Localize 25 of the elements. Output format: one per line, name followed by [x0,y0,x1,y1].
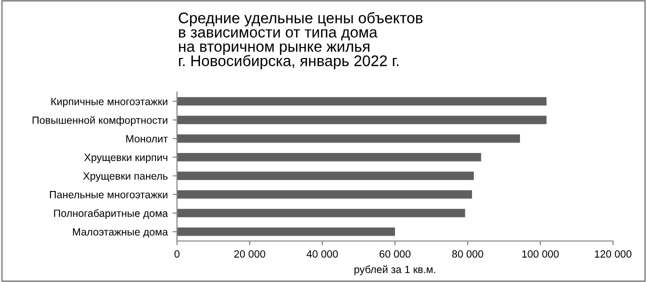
bar [177,208,466,218]
x-tick-label: 80 000 [452,250,484,258]
x-tick-label: 0 [174,250,180,258]
bar [177,134,520,143]
y-tick-label: Малоэтажные дома [73,228,168,238]
x-axis-title: рублей за 1 кв.м. [354,265,436,276]
x-tick-label: 20 000 [234,250,266,258]
bar [177,190,472,199]
y-tick-label: Хрущевки кирпич [84,154,168,164]
x-tick-label: 40 000 [306,250,338,258]
bar [177,97,547,106]
y-tick-label: Кирпичные многоэтажки [51,98,168,108]
y-tick-label: Монолит [126,135,168,142]
x-tick-label: 100 000 [522,250,559,258]
bar [177,227,395,236]
y-tick-label: Хрущевки панель [83,172,168,182]
x-tick-label: 120 000 [594,250,632,258]
bar [177,116,547,124]
x-tick-label: 60 000 [380,250,411,258]
y-tick-label: Полногабаритные дома [54,209,168,220]
y-tick-label: Повышенной комфортности [32,116,168,126]
y-tick-label: Панельные многоэтажки [50,191,168,198]
chart-title: Средние удельные цены объектов в зависимости от типа дома на вторичном рынке жилья г. Новосибирска, январь 2022 г. [178,12,423,70]
bar [177,152,482,162]
bar [177,172,474,180]
